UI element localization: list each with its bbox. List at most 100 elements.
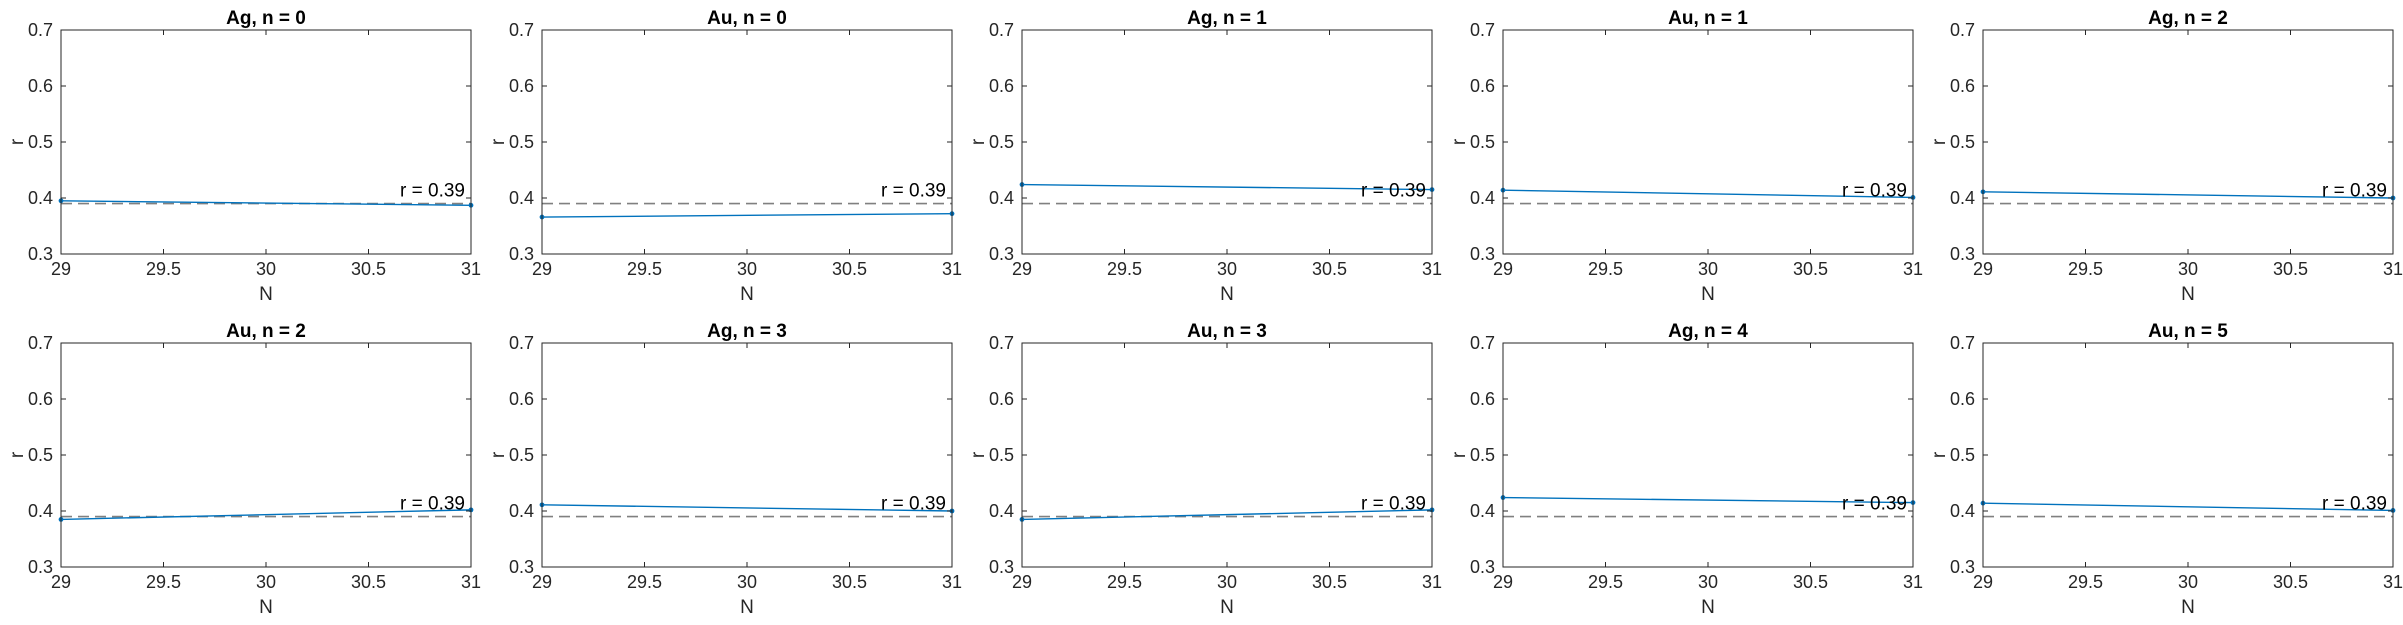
y-axis-label: r — [968, 451, 989, 458]
y-tick-label: 0.4 — [1470, 188, 1495, 208]
x-tick-label: 30.5 — [351, 259, 386, 279]
axes-box — [1502, 29, 1914, 255]
y-tick-label: 0.7 — [28, 20, 53, 40]
y-tick-label: 0.6 — [509, 76, 534, 96]
x-tick-label: 30.5 — [1312, 572, 1347, 592]
y-tick-label: 0.7 — [1950, 333, 1975, 353]
data-series-line — [1021, 183, 1433, 191]
y-tick-label: 0.5 — [28, 445, 53, 465]
x-tick-label: 29.5 — [627, 259, 662, 279]
y-tick-label: 0.6 — [989, 389, 1014, 409]
y-axis-label: r — [1449, 138, 1470, 145]
x-tick-label: 31 — [461, 572, 481, 592]
reference-annotation: r = 0.39 — [1842, 181, 1907, 202]
y-tick-label: 0.3 — [28, 557, 53, 577]
x-tick-label: 30.5 — [1793, 259, 1828, 279]
reference-annotation: r = 0.39 — [2322, 494, 2387, 515]
reference-annotation: r = 0.39 — [1361, 181, 1426, 202]
y-tick-label: 0.4 — [989, 188, 1014, 208]
axes-box — [541, 29, 953, 255]
data-series-line — [1982, 502, 2394, 512]
y-tick-label: 0.3 — [989, 557, 1014, 577]
y-tick-label: 0.6 — [1470, 76, 1495, 96]
y-tick-label: 0.3 — [989, 244, 1014, 264]
y-tick-label: 0.7 — [1470, 20, 1495, 40]
x-tick-label: 30 — [737, 572, 757, 592]
subplot-8: Au, n = 3 29 29.5 30 30.5 31 0.3 0.4 0.5 0.6 0.7 Nr… — [968, 321, 1442, 618]
y-tick-label: 0.4 — [989, 501, 1014, 521]
y-tick-label: 0.3 — [1470, 557, 1495, 577]
subplot-5: Ag, n = 2 29 29.5 30 30.5 31 0.3 0.4 0.5 0.6 0.7 Nr… — [1929, 8, 2403, 305]
y-tick-label: 0.7 — [989, 333, 1014, 353]
y-tick-label: 0.7 — [509, 333, 534, 353]
x-tick-label: 30 — [737, 259, 757, 279]
subplot-7: Ag, n = 3 29 29.5 30 30.5 31 0.3 0.4 0.5 0.6 0.7 Nr… — [488, 321, 962, 618]
reference-annotation: r = 0.39 — [881, 494, 946, 515]
x-tick-label: 31 — [461, 259, 481, 279]
axes-box — [60, 342, 472, 568]
x-tick-label: 29.5 — [1588, 259, 1623, 279]
y-tick-label: 0.5 — [1470, 445, 1495, 465]
data-series-line — [541, 212, 953, 218]
y-tick-label: 0.4 — [1950, 501, 1975, 521]
y-tick-label: 0.5 — [1470, 132, 1495, 152]
y-tick-label: 0.6 — [989, 76, 1014, 96]
x-tick-label: 29.5 — [2068, 572, 2103, 592]
x-tick-label: 30.5 — [2273, 572, 2308, 592]
y-tick-label: 0.6 — [28, 76, 53, 96]
subplot-title: Au, n = 2 — [226, 321, 306, 342]
subplot-title: Ag, n = 0 — [226, 8, 306, 29]
y-tick-label: 0.5 — [989, 132, 1014, 152]
x-axis-label: N — [740, 597, 754, 618]
y-tick-label: 0.5 — [509, 132, 534, 152]
x-tick-label: 31 — [942, 259, 962, 279]
y-tick-label: 0.4 — [1950, 188, 1975, 208]
x-tick-label: 29 — [1973, 259, 1993, 279]
subplot-2: Au, n = 0 29 29.5 30 30.5 31 0.3 0.4 0.5 0.6 0.7 Nr… — [488, 8, 962, 305]
reference-annotation: r = 0.39 — [400, 494, 465, 515]
x-tick-label: 30 — [1217, 259, 1237, 279]
axes-box — [541, 342, 953, 568]
x-tick-label: 29 — [532, 572, 552, 592]
x-tick-label: 29 — [1012, 259, 1032, 279]
y-tick-label: 0.5 — [1950, 445, 1975, 465]
x-tick-label: 31 — [1903, 259, 1923, 279]
y-axis-label: r — [488, 451, 509, 458]
x-tick-label: 31 — [2383, 259, 2403, 279]
y-tick-label: 0.4 — [509, 501, 534, 521]
y-tick-label: 0.4 — [1470, 501, 1495, 521]
y-tick-label: 0.6 — [1950, 76, 1975, 96]
reference-annotation: r = 0.39 — [881, 181, 946, 202]
y-axis-label: r — [968, 138, 989, 145]
subplot-6: Au, n = 2 29 29.5 30 30.5 31 0.3 0.4 0.5 0.6 0.7 Nr… — [7, 321, 481, 618]
y-axis-label: r — [7, 138, 28, 145]
y-tick-label: 0.3 — [509, 557, 534, 577]
x-axis-label: N — [1701, 284, 1715, 305]
x-tick-label: 31 — [942, 572, 962, 592]
y-axis-label: r — [488, 138, 509, 145]
data-series-line — [541, 504, 953, 512]
x-tick-label: 29.5 — [1107, 572, 1142, 592]
reference-annotation: r = 0.39 — [400, 181, 465, 202]
x-tick-label: 30 — [256, 259, 276, 279]
x-tick-label: 31 — [1903, 572, 1923, 592]
subplot-title: Ag, n = 3 — [707, 321, 787, 342]
data-series-line — [1502, 496, 1914, 504]
x-tick-label: 31 — [1422, 259, 1442, 279]
y-tick-label: 0.7 — [1950, 20, 1975, 40]
y-axis-label: r — [1929, 451, 1950, 458]
x-tick-label: 29 — [532, 259, 552, 279]
subplot-1: Ag, n = 0 29 29.5 30 30.5 31 0.3 0.4 0.5 0.6 0.7 Nr… — [7, 8, 481, 305]
y-tick-label: 0.5 — [509, 445, 534, 465]
x-axis-label: N — [259, 284, 273, 305]
subplot-10: Au, n = 5 29 29.5 30 30.5 31 0.3 0.4 0.5 0.6 0.7 Nr… — [1929, 321, 2403, 618]
y-tick-label: 0.3 — [509, 244, 534, 264]
x-tick-label: 29 — [51, 259, 71, 279]
y-tick-label: 0.3 — [1950, 244, 1975, 264]
axes-box — [1502, 342, 1914, 568]
y-axis-label: r — [7, 451, 28, 458]
y-tick-label: 0.6 — [1950, 389, 1975, 409]
x-tick-label: 29.5 — [1107, 259, 1142, 279]
x-tick-label: 29.5 — [146, 259, 181, 279]
y-tick-label: 0.4 — [509, 188, 534, 208]
